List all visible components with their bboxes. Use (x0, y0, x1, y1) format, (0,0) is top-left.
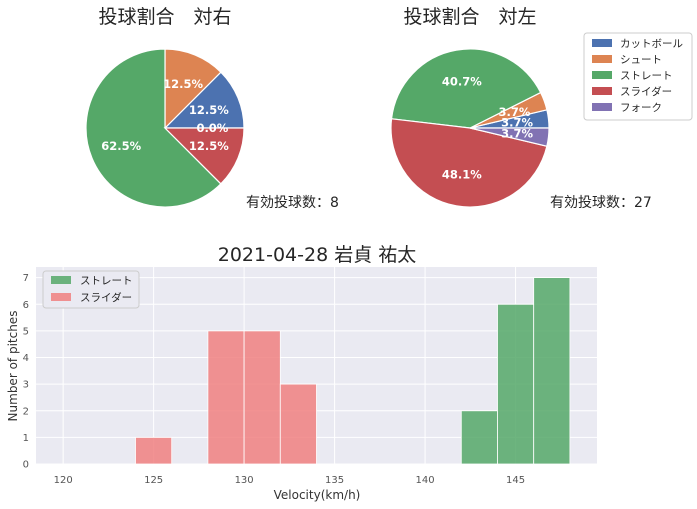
pie-right-value-labels: 12.5% 12.5% 62.5% 12.5% 0.0% (101, 77, 229, 153)
pie-left-value-label: 3.7% (501, 116, 533, 130)
pie-legend-label: シュート (620, 54, 662, 66)
pie-right-pitch-count: 有効投球数：8 (246, 195, 339, 211)
histogram-bar (243, 330, 281, 465)
pie-legend-swatch (592, 87, 612, 95)
velocity-histogram: 2021-04-28 岩貞 祐太 120 125 130 135 140 145 0 1 2 3… (6, 244, 597, 502)
histogram-y-ticks: 0 1 2 3 4 5 6 7 (23, 273, 29, 470)
pie-left-slice (469, 127, 550, 147)
pie-right-slice (164, 48, 222, 130)
histogram-bar (207, 330, 245, 465)
pie-legend-label: カットボール (620, 38, 683, 50)
pie-left-value-labels: 3.7%3.7%40.7%48.1%3.7% (442, 74, 534, 181)
pie-right-slices (85, 48, 245, 208)
pie-legend-swatch (592, 71, 612, 79)
y-tick-label: 7 (23, 273, 29, 284)
y-tick-label: 0 (23, 460, 29, 471)
pie-right-value-label: 12.5% (189, 139, 229, 153)
pie-right-slice (85, 48, 222, 208)
pie-legend-swatch (592, 39, 612, 47)
pie-right-title: 投球割合 対右 (98, 6, 231, 28)
pie-chart-vs-left: 投球割合 対左 3.7%3.7%40.7%48.1%3.7% 有効投球数：27 (390, 6, 652, 211)
histogram-legend-swatch (51, 293, 71, 301)
pie-legend-box (583, 32, 693, 121)
pie-left-slice (390, 118, 548, 208)
x-tick-label: 145 (506, 475, 525, 486)
pie-left-value-label: 40.7% (442, 74, 482, 88)
pie-right-slice (163, 127, 245, 185)
histogram-x-ticks: 120 125 130 135 140 145 (54, 475, 526, 486)
pie-legend-swatch (592, 55, 612, 63)
x-tick-label: 130 (235, 475, 254, 486)
y-tick-label: 6 (23, 300, 29, 311)
pie-left-value-label: 48.1% (442, 168, 482, 182)
y-tick-label: 3 (23, 380, 29, 391)
histogram-x-axis-label: Velocity(km/h) (274, 488, 361, 502)
y-tick-label: 5 (23, 326, 29, 337)
x-tick-label: 140 (416, 475, 435, 486)
pie-left-value-label: 3.7% (499, 105, 531, 119)
pie-right-value-label: 0.0% (196, 121, 228, 135)
histogram-bar (533, 277, 571, 465)
pie-legend-swatch (592, 103, 612, 111)
pie-right-value-label: 62.5% (101, 139, 141, 153)
histogram-legend-label: ストレート (80, 275, 133, 287)
histogram-bar (135, 436, 173, 465)
histogram-legend-label: スライダー (80, 291, 132, 304)
pie-right-slice (163, 71, 245, 129)
histogram-y-axis-label: Number of pitches (6, 311, 20, 422)
y-tick-label: 1 (23, 433, 29, 444)
pie-right-value-label: 12.5% (189, 103, 229, 117)
histogram-title: 2021-04-28 岩貞 祐太 (218, 244, 417, 266)
pie-left-slices (390, 48, 550, 208)
pie-legend-label: ストレート (620, 70, 673, 82)
histogram-bars (135, 277, 571, 465)
pie-left-title: 投球割合 対左 (403, 6, 536, 28)
pie-left-slice (390, 48, 542, 129)
y-tick-label: 4 (23, 353, 29, 364)
histogram-legend-swatch (51, 276, 71, 284)
histogram-bar (279, 383, 317, 465)
pie-legend-label: スライダー (620, 85, 672, 98)
pie-chart-vs-right: 投球割合 対右 12.5% 12.5% 62.5% 12.5% 0.0% 有効投球数：8 (85, 6, 339, 211)
pie-left-pitch-count: 有効投球数：27 (550, 195, 652, 211)
histogram-bar (497, 303, 535, 465)
pie-left-value-label: 3.7% (501, 127, 533, 141)
histogram-bar (460, 410, 498, 465)
pie-legend-label: フォーク (620, 102, 662, 114)
pie-right-value-label: 12.5% (163, 77, 203, 91)
y-tick-label: 2 (23, 406, 29, 417)
x-tick-label: 125 (144, 475, 163, 486)
x-tick-label: 135 (325, 475, 344, 486)
x-tick-label: 120 (54, 475, 73, 486)
